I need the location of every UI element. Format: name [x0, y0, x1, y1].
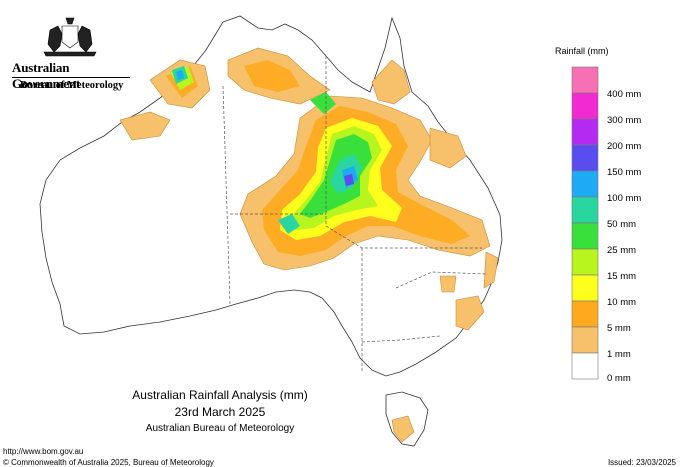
- map-source: Australian Bureau of Meteorology: [145, 423, 295, 434]
- legend-swatch: [571, 300, 599, 328]
- legend-label-100: 100 mm: [607, 193, 642, 204]
- issued-date: Issued: 23/03/2025: [607, 458, 676, 467]
- legend-swatch: [571, 196, 599, 224]
- bom-url-link[interactable]: http://www.bom.gov.au: [3, 447, 84, 456]
- legend-swatch: [571, 66, 599, 94]
- coat-of-arms-emblem: [43, 17, 97, 57]
- legend-swatch: [571, 92, 599, 120]
- logo-divider: [12, 77, 130, 78]
- legend-swatch: [571, 326, 599, 354]
- copyright-notice: © Commonwealth of Australia 2025, Bureau…: [3, 458, 214, 467]
- legend-label-0: 0 mm: [607, 373, 631, 384]
- legend-label-15: 15 mm: [607, 271, 637, 282]
- legend-swatch: [571, 118, 599, 146]
- legend-label-400: 400 mm: [607, 89, 642, 100]
- legend-label-25: 25 mm: [607, 245, 637, 256]
- rain-150mm-areas: [344, 174, 354, 186]
- legend-label-200: 200 mm: [607, 141, 642, 152]
- legend-swatch: [571, 352, 599, 380]
- government-name: Australian Government: [12, 60, 81, 91]
- legend-swatch: [571, 170, 599, 198]
- legend-label-300: 300 mm: [607, 115, 642, 126]
- legend-swatch: [571, 274, 599, 302]
- legend-swatch: [571, 222, 599, 250]
- legend-swatches: [571, 66, 599, 380]
- legend-label-150: 150 mm: [607, 167, 642, 178]
- legend-swatch: [571, 248, 599, 276]
- legend-label-5: 5 mm: [607, 323, 631, 334]
- legend-label-1: 1 mm: [607, 349, 631, 360]
- legend-label-10: 10 mm: [607, 297, 637, 308]
- map-date: 23rd March 2025: [174, 405, 266, 419]
- legend-swatch: [571, 144, 599, 172]
- legend-label-50: 50 mm: [607, 219, 637, 230]
- state-boundaries: [222, 56, 487, 372]
- bureau-name: Bureau of Meteorology: [20, 80, 124, 91]
- legend-title: Rainfall (mm): [555, 46, 609, 56]
- map-title: Australian Rainfall Analysis (mm): [132, 388, 308, 402]
